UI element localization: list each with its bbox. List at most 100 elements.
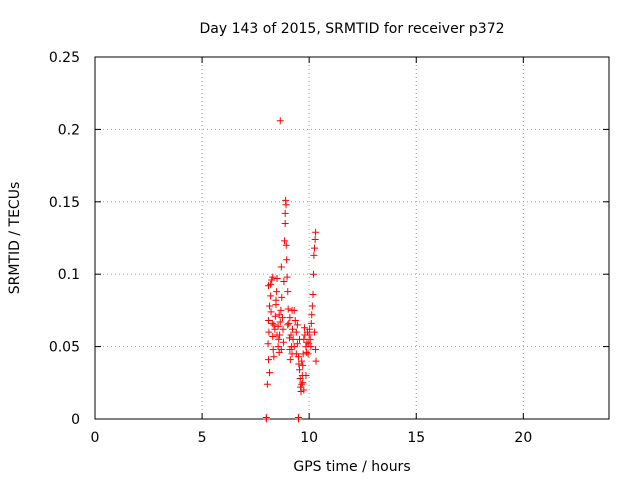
data-point bbox=[286, 314, 294, 322]
data-point bbox=[299, 379, 307, 387]
data-point bbox=[299, 361, 307, 369]
data-point bbox=[292, 328, 300, 336]
data-point bbox=[268, 276, 276, 284]
data-point bbox=[302, 372, 310, 380]
data-point bbox=[283, 273, 291, 281]
x-axis-label: GPS time / hours bbox=[293, 459, 410, 475]
data-point bbox=[264, 356, 272, 364]
data-point bbox=[267, 280, 275, 288]
data-point bbox=[284, 288, 292, 296]
plot-area-frame bbox=[94, 56, 610, 420]
data-point bbox=[275, 311, 283, 319]
data-point bbox=[272, 296, 280, 304]
x-tick-label: 20 bbox=[514, 430, 532, 446]
y-axis-label: SRMTID / TECUs bbox=[7, 182, 23, 295]
data-point bbox=[310, 251, 318, 259]
data-point bbox=[264, 317, 272, 325]
data-point bbox=[284, 321, 292, 329]
data-point bbox=[300, 386, 308, 394]
data-point bbox=[278, 314, 286, 322]
data-point bbox=[307, 343, 315, 351]
data-point bbox=[273, 275, 281, 283]
data-point bbox=[311, 328, 319, 336]
data-point bbox=[269, 332, 277, 340]
data-point bbox=[269, 273, 277, 281]
data-point bbox=[309, 290, 317, 298]
data-point bbox=[278, 293, 286, 301]
data-point bbox=[265, 328, 273, 336]
x-tick-label: 10 bbox=[300, 430, 318, 446]
data-point bbox=[267, 308, 275, 316]
data-point bbox=[309, 270, 317, 278]
data-point bbox=[308, 302, 316, 310]
data-point bbox=[287, 331, 295, 339]
data-point bbox=[267, 292, 275, 300]
data-point bbox=[303, 348, 311, 356]
y-tick-label: 0.2 bbox=[58, 122, 80, 138]
data-point bbox=[262, 414, 270, 422]
data-point bbox=[298, 357, 306, 365]
data-point bbox=[293, 340, 301, 348]
data-point bbox=[285, 319, 293, 327]
y-tick-label: 0 bbox=[71, 412, 80, 428]
data-point bbox=[286, 345, 294, 353]
data-point bbox=[306, 335, 314, 343]
data-point bbox=[286, 356, 294, 364]
data-point bbox=[282, 201, 290, 209]
data-point bbox=[273, 331, 281, 339]
x-tick-label: 5 bbox=[198, 430, 207, 446]
data-point bbox=[303, 338, 311, 346]
data-point bbox=[312, 345, 320, 353]
data-point bbox=[281, 209, 289, 217]
data-point bbox=[276, 117, 284, 125]
data-point bbox=[290, 343, 298, 351]
data-point bbox=[312, 357, 320, 365]
data-point bbox=[293, 321, 301, 329]
data-point bbox=[292, 350, 300, 358]
data-point bbox=[277, 345, 285, 353]
data-point bbox=[275, 335, 283, 343]
data-point bbox=[304, 350, 312, 358]
data-point bbox=[269, 345, 277, 353]
data-point bbox=[270, 353, 278, 361]
data-point bbox=[282, 241, 290, 249]
y-tick-label: 0.1 bbox=[58, 267, 80, 283]
data-point bbox=[266, 302, 274, 310]
data-point bbox=[268, 319, 276, 327]
axis-ticks bbox=[94, 56, 609, 420]
data-point bbox=[298, 380, 306, 388]
gridlines bbox=[95, 57, 609, 419]
data-point bbox=[283, 256, 291, 264]
data-point bbox=[280, 277, 288, 285]
data-point bbox=[263, 380, 271, 388]
data-point bbox=[289, 335, 297, 343]
data-point bbox=[271, 325, 279, 333]
data-point bbox=[277, 306, 285, 314]
data-point bbox=[271, 312, 279, 320]
data-point bbox=[291, 317, 299, 325]
data-point bbox=[274, 322, 282, 330]
data-point bbox=[294, 414, 302, 422]
x-tick-label: 15 bbox=[407, 430, 425, 446]
data-point bbox=[264, 340, 272, 348]
data-point bbox=[266, 369, 274, 377]
data-point bbox=[296, 335, 304, 343]
data-point bbox=[281, 237, 289, 245]
data-point bbox=[279, 325, 287, 333]
x-axis-tick-labels: 0 5 10 15 20 bbox=[91, 430, 533, 446]
data-point bbox=[311, 244, 319, 252]
y-axis-tick-labels: 0 0.05 0.1 0.15 0.2 0.25 bbox=[49, 50, 80, 428]
data-point bbox=[285, 334, 293, 342]
data-point bbox=[270, 321, 278, 329]
data-point bbox=[296, 366, 304, 374]
x-tick-label: 0 bbox=[91, 430, 100, 446]
data-point bbox=[276, 318, 284, 326]
data-point bbox=[306, 325, 314, 333]
data-point bbox=[308, 311, 316, 319]
data-point bbox=[300, 324, 308, 332]
data-point bbox=[273, 288, 281, 296]
data-point bbox=[281, 220, 289, 228]
data-point bbox=[288, 306, 296, 314]
data-point bbox=[284, 305, 292, 313]
